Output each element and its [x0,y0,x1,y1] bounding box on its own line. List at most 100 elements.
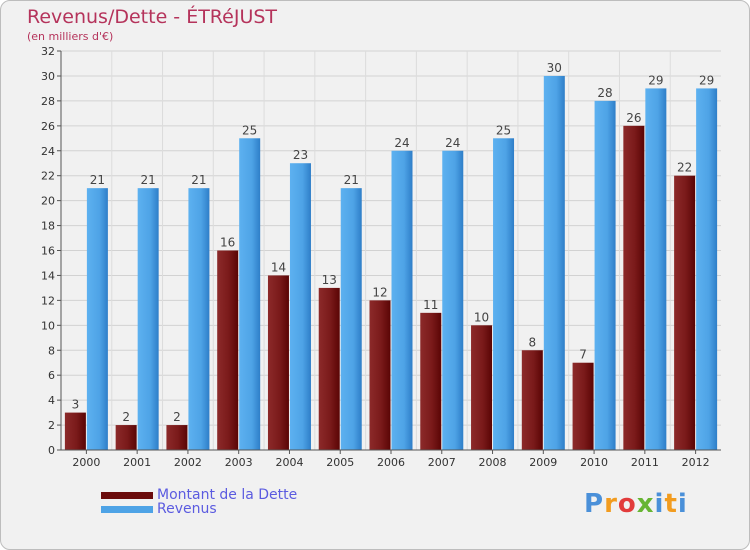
data-label-debt: 2 [173,410,181,424]
data-label-debt: 7 [579,348,587,362]
bar-revenue [289,163,311,450]
y-tick-label: 8 [48,344,55,357]
data-label-debt: 2 [122,410,130,424]
x-tick-label: 2005 [326,456,354,469]
x-tick-label: 2002 [174,456,202,469]
y-tick-label: 28 [41,95,55,108]
legend-label-revenue: Revenus [157,501,217,517]
legend-item-debt: Montant de la Dette [101,488,297,502]
bar-debt [674,175,696,450]
bar-revenue [696,88,718,450]
x-tick-label: 2011 [631,456,659,469]
y-tick-label: 26 [41,120,55,133]
bar-revenue [239,138,261,450]
legend-swatch-debt [101,491,153,499]
data-label-revenue: 21 [191,173,206,187]
logo-letter: i [677,489,688,519]
data-label-revenue: 24 [394,136,409,150]
data-label-debt: 12 [372,285,387,299]
legend-label-debt: Montant de la Dette [157,487,298,503]
x-tick-label: 2004 [275,456,303,469]
data-label-revenue: 25 [496,123,511,137]
bar-revenue [391,150,413,450]
x-tick-label: 2003 [225,456,253,469]
y-tick-label: 32 [41,45,55,58]
legend-swatch-revenue [101,505,153,513]
logo-letter: x [636,489,655,519]
bar-revenue [442,150,464,450]
chart-title: Revenus/Dette - ÉTRéJUST [27,6,278,28]
logo-letter: r [604,489,618,519]
x-tick-label: 2010 [580,456,608,469]
logo-letter: i [654,489,665,519]
data-label-debt: 10 [474,310,489,324]
bar-revenue [137,188,159,450]
x-tick-label: 2000 [72,456,100,469]
proxiti-logo: Proxiti [584,489,688,519]
bar-revenue [645,88,667,450]
logo-letter: P [584,489,605,519]
data-label-revenue: 29 [648,73,663,87]
bar-debt [369,300,391,450]
legend-item-revenue: Revenus [101,502,297,516]
data-label-revenue: 28 [597,86,612,100]
bar-revenue [594,100,616,450]
data-label-debt: 11 [423,298,438,312]
chart-subtitle: (en milliers d'€) [27,30,114,43]
data-label-revenue: 23 [293,148,308,162]
y-tick-label: 22 [41,170,55,183]
data-label-revenue: 30 [547,61,562,75]
y-tick-label: 24 [41,145,55,158]
x-tick-label: 2009 [529,456,557,469]
data-label-debt: 13 [322,273,337,287]
data-label-revenue: 21 [90,173,105,187]
y-tick-label: 20 [41,195,55,208]
bar-debt [623,125,645,450]
bar-revenue [340,188,362,450]
y-tick-label: 16 [41,245,55,258]
data-label-debt: 3 [72,398,80,412]
data-label-debt: 8 [528,335,536,349]
y-tick-label: 2 [48,419,55,432]
y-tick-label: 12 [41,294,55,307]
bar-revenue [86,188,108,450]
logo-letter: t [664,489,678,519]
bar-debt [115,425,137,450]
data-label-debt: 16 [220,236,235,250]
data-label-revenue: 21 [141,173,156,187]
x-tick-label: 2007 [428,456,456,469]
data-label-debt: 14 [271,260,286,274]
data-label-revenue: 29 [699,73,714,87]
bar-debt [217,250,239,450]
bar-debt [166,425,188,450]
bar-debt [521,350,543,450]
y-tick-label: 10 [41,319,55,332]
logo-letter: o [617,489,637,519]
bar-revenue [543,75,565,450]
x-tick-label: 2006 [377,456,405,469]
data-label-revenue: 21 [344,173,359,187]
x-tick-label: 2001 [123,456,151,469]
y-tick-label: 6 [48,369,55,382]
bar-debt [64,412,86,450]
y-tick-label: 0 [48,444,55,457]
data-label-revenue: 24 [445,136,460,150]
bar-debt [420,312,442,450]
bar-revenue [188,188,210,450]
x-tick-label: 2012 [682,456,710,469]
bar-revenue [493,138,515,450]
y-tick-label: 30 [41,70,55,83]
data-label-debt: 22 [677,161,692,175]
y-tick-label: 18 [41,220,55,233]
data-label-revenue: 25 [242,123,257,137]
bar-debt [471,325,493,450]
bar-debt [267,275,289,450]
legend: Montant de la Dette Revenus [101,488,297,516]
bar-debt [572,362,594,450]
x-tick-label: 2008 [479,456,507,469]
y-tick-label: 14 [41,269,55,282]
y-tick-label: 4 [48,394,55,407]
bar-debt [318,287,340,450]
